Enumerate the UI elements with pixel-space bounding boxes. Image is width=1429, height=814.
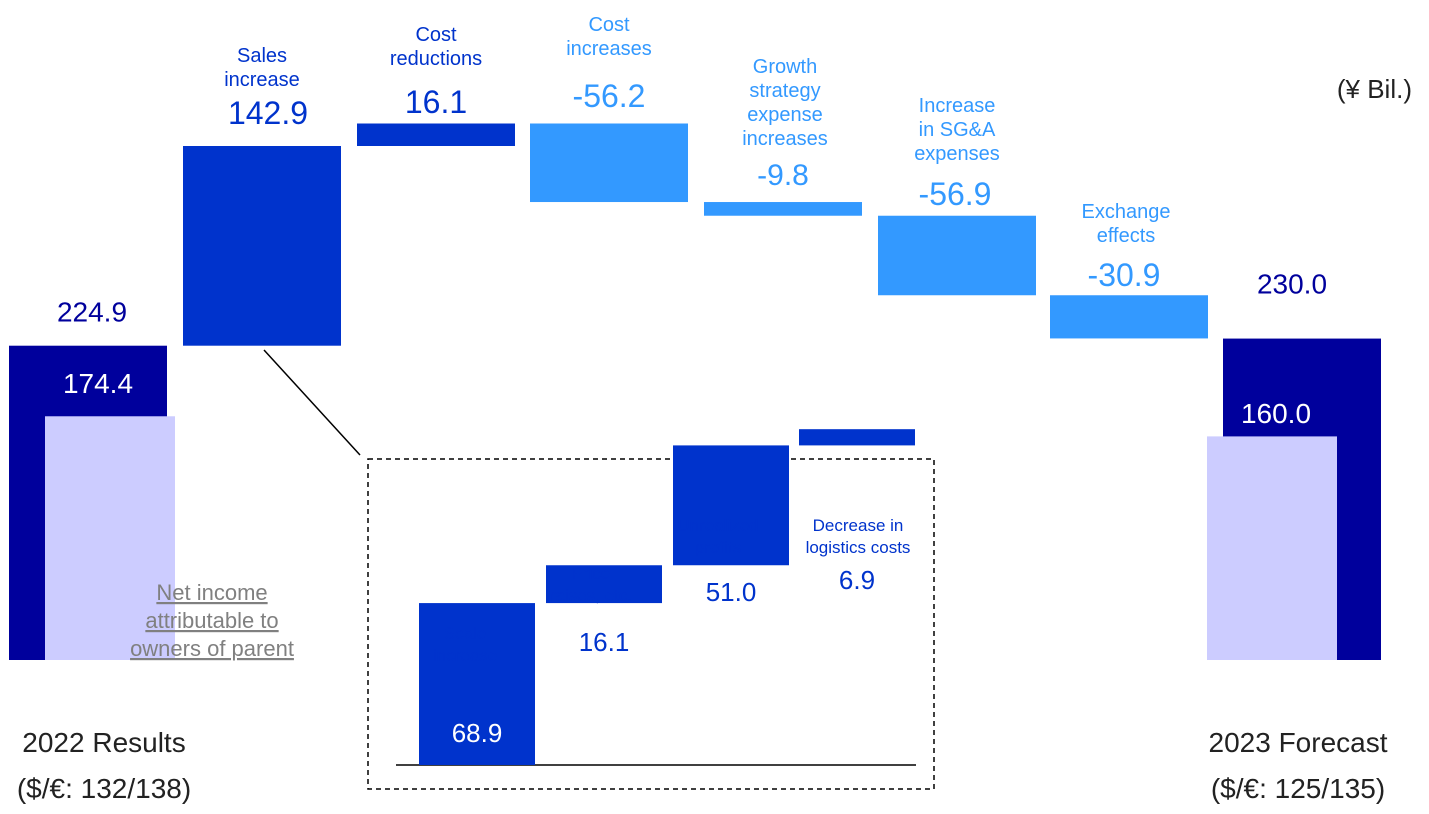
delta-value-label: 16.1 (405, 84, 467, 120)
cost-reductions-label-line: Cost (415, 24, 457, 46)
inset-frame (367, 458, 935, 790)
cost-increases-label-line: increases (566, 38, 652, 60)
zoom-connector-line (263, 349, 361, 456)
sga-label-line: in SG&A (919, 119, 996, 141)
inset-value-label: 68.9 (452, 718, 503, 748)
logistics-costs-label-line: logistics costs (806, 538, 911, 557)
inset-increase-bar (546, 565, 662, 604)
delta-value-label: -56.9 (919, 176, 992, 212)
sales-increase-breakdown-inset: 68.9 Scale increase 16.1 Price raises, etc. 51… (367, 429, 935, 790)
price-raises-label-line: raises, etc. (550, 586, 632, 605)
delta-value-label: -9.8 (757, 159, 809, 192)
logistics-costs-label-line: Decrease in (813, 516, 904, 535)
unit-label: (¥ Bil.) (1337, 74, 1412, 104)
net-income-legend-line: Net income (156, 580, 267, 605)
total-value-label: 230.0 (1257, 269, 1327, 300)
sales-increase-label-line: increase (224, 69, 300, 91)
inset-value-label: 51.0 (706, 577, 757, 607)
inset-increase-bar (419, 603, 535, 765)
cost-reductions-label-line: reductions (390, 48, 482, 70)
forecast-rate-label: ($/€: 125/135) (1211, 773, 1385, 804)
net-income-bar (45, 416, 175, 660)
net-income-value-label: 174.4 (63, 368, 133, 399)
cost-increases-label-line: Cost (588, 14, 630, 36)
sales-increase-label-line: Sales (237, 45, 287, 67)
delta-value-label: 142.9 (228, 95, 308, 131)
decrease-bar (530, 123, 688, 203)
exchange-effects-label-line: Exchange (1082, 201, 1171, 223)
sga-label-line: Increase (919, 95, 996, 117)
growth-strategy-label-line: increases (742, 128, 828, 150)
growth-strategy-label-line: expense (747, 104, 823, 126)
growth-strategy-label-line: strategy (749, 80, 820, 102)
sga-label-line: expenses (914, 143, 1000, 165)
results-period-label: 2022 Results (22, 727, 185, 758)
net-income-legend-line: attributable to (145, 608, 278, 633)
inset-increase-bar (799, 429, 915, 446)
decrease-bar (1050, 295, 1208, 339)
unrealized-profits-label-line: Unrealized (677, 516, 758, 535)
zoom-connector-layer (263, 349, 361, 456)
inset-value-label: 16.1 (579, 627, 630, 657)
decrease-bar (878, 215, 1036, 296)
growth-strategy-label-line: Growth (753, 56, 817, 78)
price-raises-label-line: Price (572, 564, 611, 583)
delta-value-label: -56.2 (573, 78, 646, 114)
delta-value-label: -30.9 (1088, 257, 1161, 293)
inset-increase-bar (673, 445, 789, 566)
exchange-effects-label-line: effects (1097, 225, 1156, 247)
increase-bar (183, 146, 341, 346)
unrealized-profits-label-line: profits (695, 538, 741, 557)
scale-increase-label-line: Scale (444, 624, 487, 643)
forecast-period-label: 2023 Forecast (1209, 727, 1388, 758)
main-bars-layer (9, 123, 1381, 660)
decrease-bar (704, 202, 862, 216)
net-income-value-label: 160.0 (1241, 398, 1311, 429)
net-income-legend-line: owners of parent (130, 636, 294, 661)
main-labels-layer: 224.9230.0174.4160.0Salesincrease142.9Co… (17, 14, 1412, 804)
net-income-bar (1207, 436, 1337, 660)
scale-increase-label-line: increase (433, 646, 497, 665)
increase-bar (357, 123, 515, 146)
results-rate-label: ($/€: 132/138) (17, 773, 191, 804)
total-value-label: 224.9 (57, 297, 127, 328)
inset-value-label: 6.9 (839, 565, 875, 595)
